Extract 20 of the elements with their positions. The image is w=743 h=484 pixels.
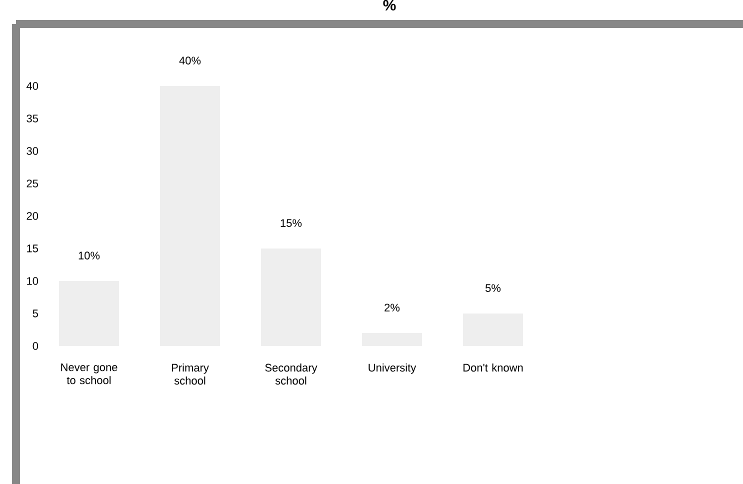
data-label: 40% xyxy=(179,56,201,64)
x-tick-label: Secondary school xyxy=(265,364,318,385)
y-tick-label: 35 xyxy=(26,114,38,122)
data-label: 15% xyxy=(280,219,302,227)
y-tick-label: 10 xyxy=(27,277,38,285)
x-tick-label: Never gone to school xyxy=(61,364,118,384)
chart-title: % xyxy=(383,0,396,10)
y-tick-label: 30 xyxy=(26,147,38,155)
y-tick-label: 20 xyxy=(26,212,38,220)
data-label: 2% xyxy=(384,304,400,312)
x-tick-label: University xyxy=(368,364,416,374)
y-tick-label: 25 xyxy=(26,180,38,188)
y-tick-label: 40 xyxy=(26,82,38,90)
y-tick-label: 15 xyxy=(27,244,38,252)
y-tick-label: 0 xyxy=(32,342,38,350)
data-label: 10% xyxy=(78,252,100,260)
y-tick-label: 5 xyxy=(32,310,38,318)
data-label: 5% xyxy=(485,284,501,292)
x-tick-label: Don't known xyxy=(464,364,523,372)
x-tick-label: Primary school xyxy=(172,364,209,385)
